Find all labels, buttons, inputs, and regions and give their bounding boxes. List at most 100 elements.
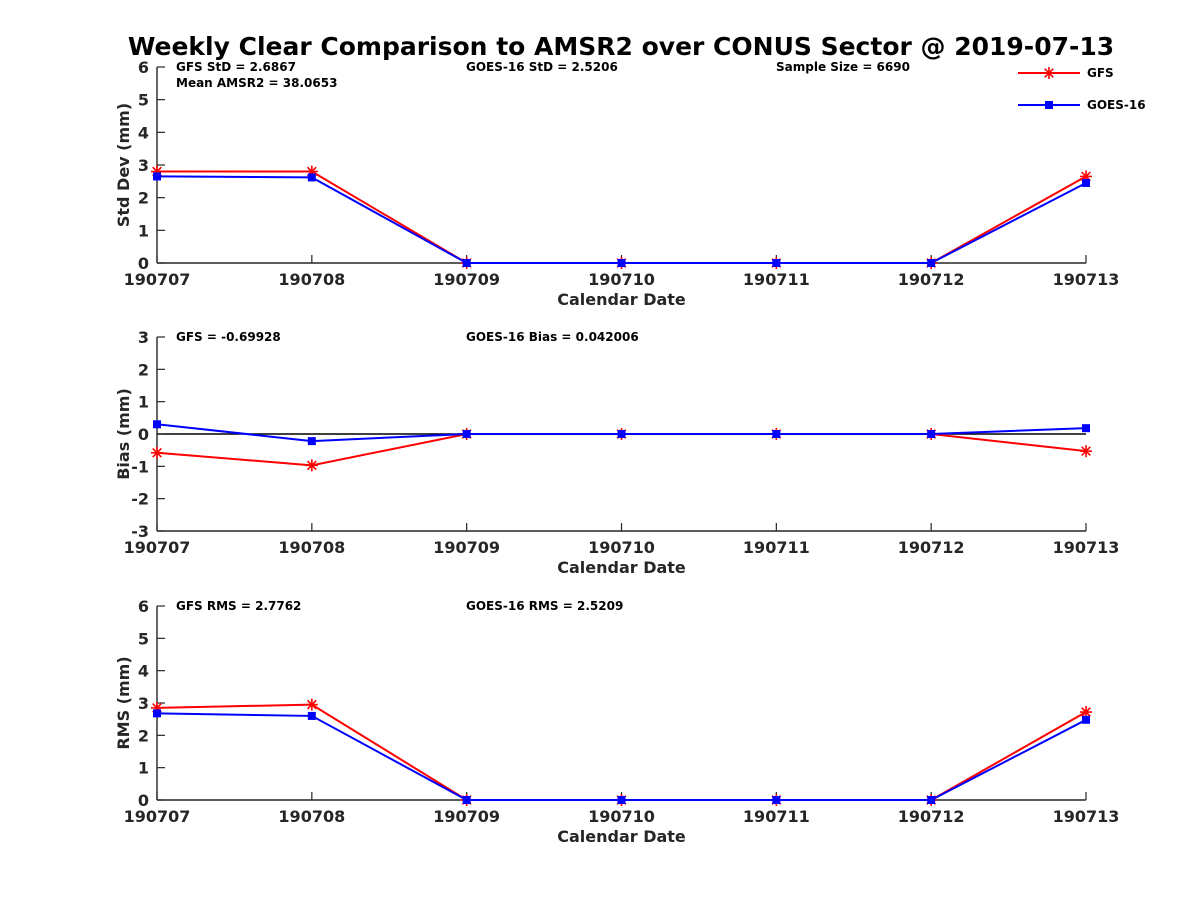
x-tick-label: 190709 [433,807,500,826]
data-point [462,430,471,438]
x-tick-label: 190712 [898,538,965,557]
y-tick-label: 3 [138,694,149,713]
x-axis-label: Calendar Date [557,827,686,846]
data-point [462,259,471,267]
panel-std: 0 1 2 3 4 5 6 190707 190708 190709 190710 190711 190… [114,58,1119,309]
x-tick-label: 190713 [1053,807,1120,826]
panel-rms: 0 1 2 3 4 5 6 190707 190708 190709 190710 190711 190… [114,597,1119,846]
chart-title: Weekly Clear Comparison to AMSR2 over CO… [128,32,1114,61]
data-point [462,796,471,804]
data-point [151,446,163,459]
series-goes-16 [153,709,1090,804]
data-point [927,430,936,438]
x-tick-label: 190710 [588,538,655,557]
x-tick-label: 190707 [124,807,191,826]
data-point [153,420,161,429]
x-tick-label: 190712 [898,270,965,289]
x-tick-label: 190710 [588,807,655,826]
series-line [156,703,1087,801]
data-point [772,796,781,804]
data-point [772,259,781,267]
y-tick-label: 1 [138,759,149,778]
x-tick-label: 190708 [278,538,345,557]
y-tick-label: -1 [131,457,149,476]
x-tick-label: 190711 [743,270,810,289]
panel-bias: -3 -2 -1 0 1 2 3 190707 190708 190709 190710 190711… [114,328,1119,577]
y-tick-label: 5 [138,629,149,648]
x-tick-label: 190709 [433,270,500,289]
y-tick-label: -2 [131,490,149,509]
x-tick-label: 190713 [1053,538,1120,557]
data-point [153,172,161,181]
data-point [305,698,318,711]
data-point [617,796,626,804]
legend-marker [1043,67,1055,79]
series-goes-16 [153,172,1090,267]
stat-annotation: GOES-16 RMS = 2.5209 [466,599,623,613]
stat-annotation: GFS = -0.69928 [176,330,281,344]
y-axis-label: RMS (mm) [114,656,133,749]
y-axis-label: Std Dev (mm) [114,103,133,227]
y-tick-label: 0 [138,425,149,444]
series-line [157,170,1087,264]
y-tick-label: 5 [138,91,149,110]
legend-label: GFS [1087,66,1114,80]
x-tick-label: 190708 [278,270,345,289]
x-tick-label: 190707 [124,538,191,557]
stat-annotation: GOES-16 StD = 2.5206 [466,60,618,74]
data-point [153,709,161,718]
y-tick-label: 1 [138,221,149,240]
data-point [617,259,626,267]
data-point [307,711,316,720]
y-tick-label: 3 [138,328,149,347]
stat-annotation: GFS RMS = 2.7762 [176,599,301,613]
series-line [156,712,1087,801]
x-tick-label: 190709 [433,538,500,557]
x-tick-label: 190713 [1053,270,1120,289]
y-tick-label: 6 [138,58,149,77]
x-tick-label: 190708 [278,807,345,826]
x-tick-label: 190711 [743,538,810,557]
y-tick-label: 4 [138,662,149,681]
legend-marker [1045,101,1053,109]
y-tick-label: 2 [138,360,149,379]
y-tick-label: 1 [138,393,149,412]
y-tick-label: 0 [138,254,149,273]
y-tick-label: 3 [138,156,149,175]
x-axis-label: Calendar Date [557,558,686,577]
stat-annotation: Mean AMSR2 = 38.0653 [176,76,337,90]
data-point [927,259,936,267]
stat-annotation: GOES-16 Bias = 0.042006 [466,330,639,344]
data-point [305,459,318,472]
series-goes-16 [153,420,1090,446]
series-line [156,175,1087,264]
stat-annotation: Sample Size = 6690 [776,60,910,74]
y-tick-label: -3 [131,522,149,541]
y-tick-label: 2 [138,189,149,208]
data-point [1080,706,1092,719]
data-point [1082,424,1090,433]
legend-entry-goes-16: GOES-16 [1018,98,1146,112]
data-point [617,430,626,438]
data-point [307,173,316,182]
legend-entry-gfs: GFS [1018,66,1114,80]
data-point [927,796,936,804]
stat-annotation: GFS StD = 2.6867 [176,60,296,74]
y-tick-label: 0 [138,791,149,810]
x-tick-label: 190710 [588,270,655,289]
data-point [1082,715,1090,724]
y-tick-label: 6 [138,597,149,616]
y-tick-label: 4 [138,123,149,142]
y-tick-label: 2 [138,726,149,745]
chart-panels: 0 1 2 3 4 5 6 190707 190708 190709 190710 190711 190… [114,58,1119,846]
data-point [772,430,781,438]
x-tick-label: 190707 [124,270,191,289]
data-point [307,437,316,446]
data-point [1082,178,1090,187]
x-tick-label: 190711 [743,807,810,826]
x-tick-label: 190712 [898,807,965,826]
legend-label: GOES-16 [1087,98,1146,112]
x-axis-label: Calendar Date [557,290,686,309]
